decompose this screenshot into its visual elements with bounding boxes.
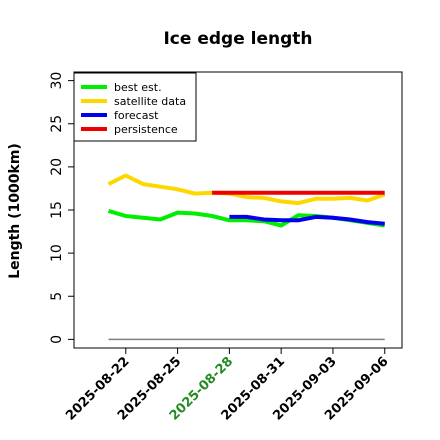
legend-entry: persistence <box>114 123 178 136</box>
y-tick-label: 15 <box>49 201 65 219</box>
y-tick-label: 30 <box>49 72 65 90</box>
x-axis: 2025-08-222025-08-252025-08-282025-08-31… <box>63 348 392 424</box>
plot-frame <box>73 71 403 349</box>
chart-title: Ice edge length <box>163 29 312 49</box>
series-line-forecast <box>229 214 385 226</box>
y-axis: 0 5 10 15 20 25 30 <box>49 72 74 344</box>
plot-area <box>107 173 386 341</box>
legend-entry: forecast <box>114 109 159 122</box>
y-tick-label: 5 <box>49 292 65 301</box>
legend-entry: best est. <box>114 81 162 94</box>
legend-entry: satellite data <box>114 95 186 108</box>
series-line-satellite-data <box>107 173 386 206</box>
legend: best est.satellite dataforecastpersisten… <box>73 72 197 142</box>
y-tick-label: 20 <box>49 158 65 176</box>
y-tick-label: 25 <box>49 115 65 133</box>
y-axis-label: Length (1000km) <box>7 143 23 279</box>
y-tick-label: 10 <box>49 244 65 262</box>
y-tick-label: 0 <box>49 335 65 344</box>
